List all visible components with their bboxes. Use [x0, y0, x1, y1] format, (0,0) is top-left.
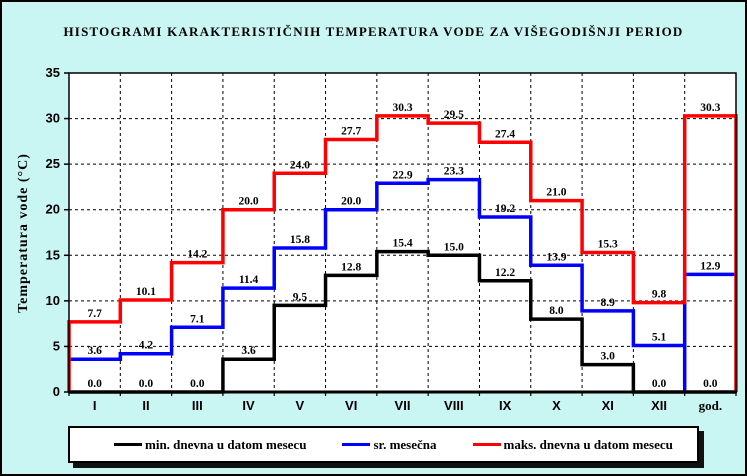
svg-text:0.0: 0.0	[87, 378, 102, 390]
mean-line-swatch	[342, 443, 371, 446]
svg-text:3.6: 3.6	[87, 345, 102, 357]
svg-text:IX: IX	[499, 398, 512, 413]
svg-text:10: 10	[46, 293, 60, 308]
legend-item-max: maks. dnevna u datom mesecu	[472, 436, 673, 453]
svg-text:20.0: 20.0	[341, 196, 361, 208]
chart-title: HISTOGRAMI KARAKTERISTIČNIH TEMPERATURA …	[63, 24, 684, 39]
svg-text:0.0: 0.0	[652, 378, 667, 390]
legend: min. dnevna u datom mesecu sr. mesečna m…	[68, 426, 699, 463]
svg-text:9.8: 9.8	[652, 289, 667, 301]
svg-text:35: 35	[46, 65, 60, 80]
svg-text:VI: VI	[345, 398, 357, 413]
svg-text:V: V	[296, 398, 305, 413]
svg-text:0.0: 0.0	[190, 378, 205, 390]
svg-text:29.5: 29.5	[444, 109, 464, 121]
svg-text:11.4: 11.4	[239, 274, 259, 286]
svg-text:VII: VII	[395, 398, 411, 413]
svg-text:5: 5	[53, 338, 60, 353]
svg-text:27.4: 27.4	[495, 128, 515, 140]
svg-text:23.3: 23.3	[444, 166, 464, 178]
legend-label-mean: sr. mesečna	[373, 436, 437, 452]
svg-text:15.4: 15.4	[392, 238, 412, 250]
svg-text:15: 15	[46, 247, 60, 262]
svg-text:XI: XI	[602, 398, 614, 413]
svg-text:9.5: 9.5	[293, 291, 308, 303]
svg-text:20: 20	[46, 202, 60, 217]
svg-text:VIII: VIII	[444, 398, 464, 413]
legend-item-min: min. dnevna u datom mesecu	[114, 437, 306, 453]
legend-item-mean: sr. mesečna	[342, 436, 437, 453]
svg-text:0.0: 0.0	[703, 378, 718, 390]
svg-text:XII: XII	[651, 398, 667, 413]
svg-text:12.2: 12.2	[495, 267, 515, 279]
svg-text:30.3: 30.3	[700, 102, 720, 114]
svg-text:30: 30	[46, 111, 60, 126]
svg-text:X: X	[552, 398, 561, 413]
svg-text:5.1: 5.1	[652, 332, 667, 344]
svg-text:25: 25	[46, 156, 60, 171]
legend-label-min: min. dnevna u datom mesecu	[145, 436, 307, 452]
svg-text:10.1: 10.1	[136, 286, 156, 298]
svg-text:I: I	[93, 398, 97, 413]
max-line-swatch	[472, 443, 501, 446]
svg-text:21.0: 21.0	[546, 187, 566, 199]
svg-text:20.0: 20.0	[239, 196, 259, 208]
svg-text:IV: IV	[242, 398, 255, 413]
svg-text:15.0: 15.0	[444, 241, 464, 253]
min-line-swatch	[114, 443, 142, 446]
svg-text:27.7: 27.7	[341, 126, 361, 138]
svg-text:4.2: 4.2	[139, 340, 154, 352]
legend-label-max: maks. dnevna u datom mesecu	[503, 436, 673, 452]
svg-text:15.8: 15.8	[290, 234, 310, 246]
svg-text:III: III	[192, 398, 203, 413]
svg-text:12.8: 12.8	[341, 261, 361, 273]
svg-text:7.7: 7.7	[87, 308, 102, 320]
svg-text:19.2: 19.2	[495, 203, 515, 215]
svg-text:8.0: 8.0	[549, 305, 564, 317]
svg-text:12.9: 12.9	[700, 260, 720, 272]
svg-text:II: II	[142, 398, 149, 413]
svg-text:30.3: 30.3	[392, 102, 412, 114]
svg-text:3.0: 3.0	[601, 351, 616, 363]
svg-text:0: 0	[53, 384, 60, 399]
svg-text:13.9: 13.9	[546, 251, 566, 263]
svg-text:7.1: 7.1	[190, 313, 205, 325]
svg-text:24.0: 24.0	[290, 159, 310, 171]
svg-text:3.6: 3.6	[241, 345, 256, 357]
svg-text:15.3: 15.3	[598, 239, 618, 251]
svg-text:0.0: 0.0	[139, 378, 154, 390]
svg-text:god.: god.	[699, 398, 722, 413]
svg-text:22.9: 22.9	[392, 169, 412, 181]
svg-text:14.2: 14.2	[187, 249, 207, 261]
svg-text:8.9: 8.9	[601, 297, 616, 309]
